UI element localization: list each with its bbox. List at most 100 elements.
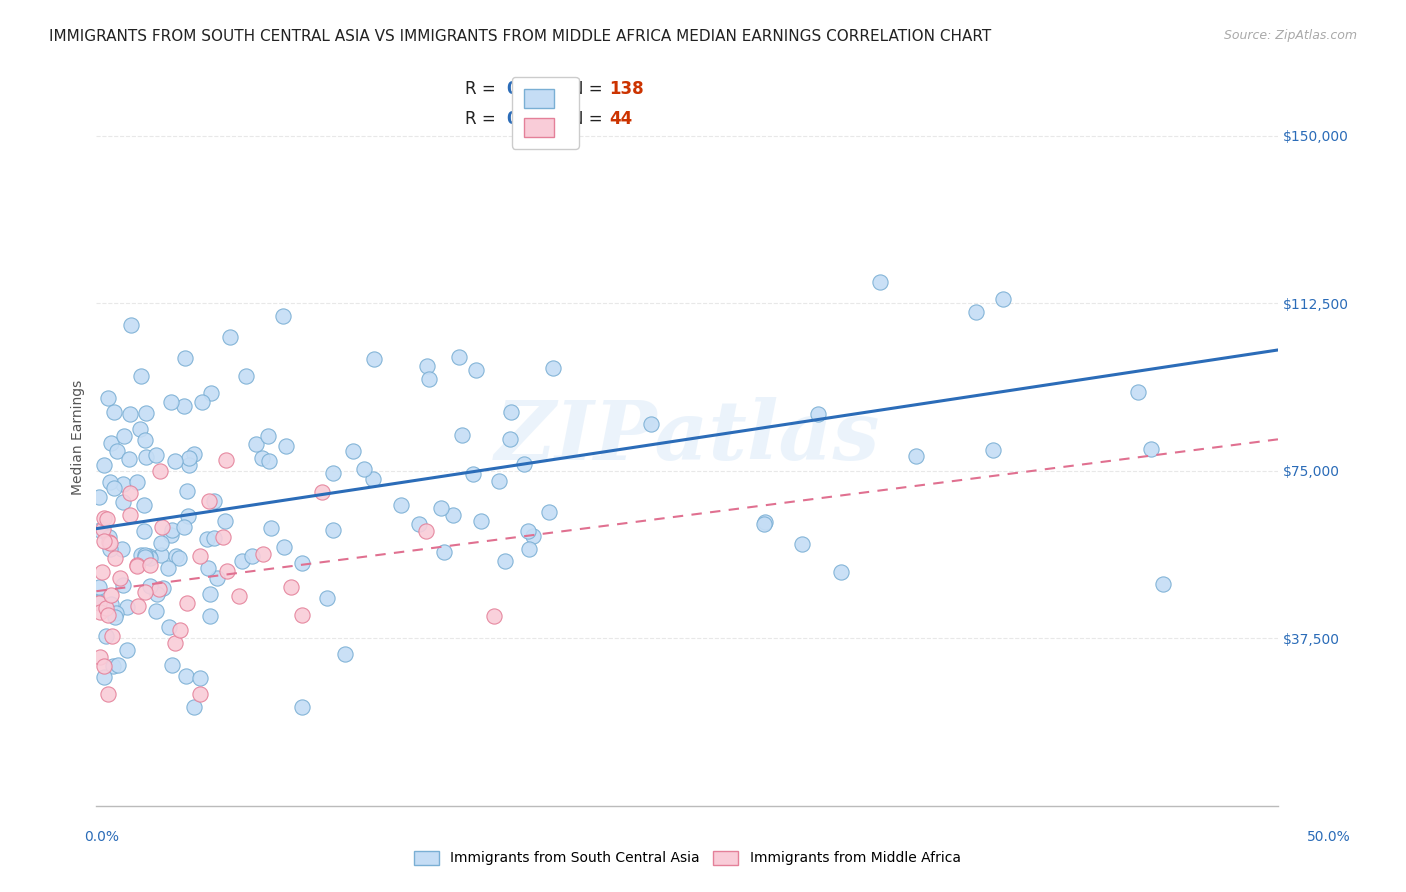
Point [869, 275, 891, 289]
Point [104, 551, 127, 566]
Point [177, 450, 200, 465]
Point [260, 521, 283, 535]
Point [235, 368, 257, 383]
Point [146, 587, 169, 601]
Point [333, 647, 356, 661]
Point [118, 407, 141, 421]
Point [415, 524, 437, 539]
Point [100, 436, 122, 450]
Point [134, 585, 156, 599]
Point [202, 531, 225, 545]
Point [363, 351, 385, 366]
Point [228, 589, 250, 603]
Point [125, 558, 148, 573]
Text: N =: N = [571, 80, 609, 98]
Point [160, 657, 183, 672]
Point [541, 361, 564, 376]
Point [754, 516, 776, 530]
Point [792, 537, 814, 551]
Point [522, 529, 544, 543]
Point [174, 351, 197, 366]
Point [152, 581, 174, 595]
Point [322, 466, 344, 480]
Point [139, 558, 162, 572]
Point [118, 452, 141, 467]
Point [176, 509, 198, 524]
Point [135, 450, 157, 464]
Point [342, 444, 364, 458]
Point [291, 556, 314, 570]
Point [98, 536, 121, 550]
Point [156, 560, 179, 574]
Point [200, 608, 222, 623]
Point [537, 505, 560, 519]
Point [120, 318, 142, 332]
Point [291, 607, 314, 622]
Point [416, 359, 439, 373]
Point [200, 586, 222, 600]
Point [103, 610, 125, 624]
Text: 50.0%: 50.0% [1306, 830, 1351, 844]
Text: N =: N = [571, 110, 609, 128]
Point [430, 500, 453, 515]
Point [167, 551, 190, 566]
Point [202, 494, 225, 508]
Point [89, 605, 111, 619]
Point [129, 422, 152, 436]
Point [134, 548, 156, 562]
Y-axis label: Median Earnings: Median Earnings [72, 379, 86, 495]
Point [89, 649, 111, 664]
Point [176, 484, 198, 499]
Point [125, 558, 148, 573]
Point [150, 519, 173, 533]
Point [117, 643, 139, 657]
Text: R =: R = [465, 80, 501, 98]
Point [115, 599, 138, 614]
Point [149, 464, 172, 478]
Point [134, 549, 156, 564]
Point [488, 475, 510, 489]
Point [174, 669, 197, 683]
Point [97, 687, 120, 701]
Point [112, 578, 135, 592]
Point [408, 516, 430, 531]
Point [160, 523, 183, 537]
Point [139, 578, 162, 592]
Point [87, 596, 110, 610]
Text: 0.0%: 0.0% [84, 830, 118, 844]
Point [100, 589, 122, 603]
Point [173, 520, 195, 534]
Point [207, 571, 229, 585]
Point [1152, 576, 1174, 591]
Point [1140, 442, 1163, 456]
Point [97, 534, 120, 549]
Point [274, 439, 297, 453]
Point [118, 508, 141, 522]
Point [97, 608, 120, 623]
Point [273, 541, 295, 555]
Point [177, 458, 200, 472]
Point [93, 458, 115, 472]
Point [163, 636, 186, 650]
Point [165, 454, 187, 468]
Point [183, 447, 205, 461]
Text: 0.496: 0.496 [506, 80, 560, 98]
Point [105, 606, 128, 620]
Point [93, 671, 115, 685]
Point [188, 549, 211, 563]
Point [1128, 385, 1150, 400]
Point [517, 542, 540, 557]
Point [160, 527, 183, 541]
Point [245, 436, 267, 450]
Point [252, 547, 274, 561]
Point [149, 548, 172, 562]
Point [148, 582, 170, 596]
Point [107, 658, 129, 673]
Point [807, 407, 830, 421]
Point [134, 498, 156, 512]
Point [96, 512, 118, 526]
Point [183, 700, 205, 714]
Point [754, 517, 776, 532]
Text: R =: R = [465, 110, 501, 128]
Point [484, 608, 506, 623]
